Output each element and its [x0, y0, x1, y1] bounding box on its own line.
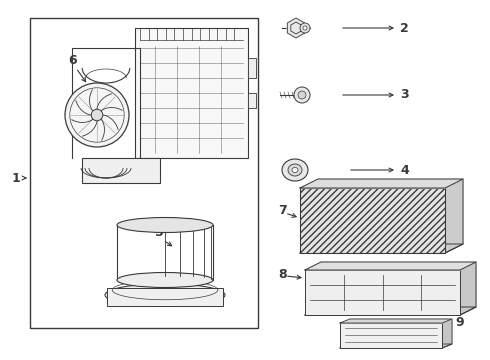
- Circle shape: [298, 91, 306, 99]
- Circle shape: [294, 87, 310, 103]
- Bar: [30, 18, 258, 328]
- Text: 9: 9: [455, 316, 464, 329]
- Polygon shape: [287, 18, 305, 38]
- Text: 7: 7: [278, 203, 287, 216]
- Bar: [135, 28, 248, 158]
- Circle shape: [303, 26, 307, 30]
- Bar: [107, 288, 222, 306]
- Polygon shape: [305, 307, 476, 315]
- Text: 4: 4: [400, 163, 409, 176]
- Text: 6: 6: [68, 54, 76, 67]
- Bar: [248, 93, 256, 108]
- Polygon shape: [340, 319, 452, 323]
- Bar: [305, 270, 460, 315]
- Polygon shape: [460, 262, 476, 315]
- Circle shape: [300, 23, 310, 33]
- Polygon shape: [300, 179, 463, 188]
- Text: 8: 8: [278, 269, 287, 282]
- Text: 2: 2: [400, 22, 409, 35]
- Bar: [248, 58, 256, 78]
- Bar: [300, 188, 445, 253]
- Polygon shape: [82, 158, 160, 183]
- Polygon shape: [305, 262, 476, 270]
- Polygon shape: [445, 179, 463, 253]
- Ellipse shape: [117, 273, 213, 288]
- Bar: [340, 323, 442, 348]
- Ellipse shape: [282, 159, 308, 181]
- Ellipse shape: [117, 217, 213, 233]
- Polygon shape: [442, 319, 452, 348]
- Circle shape: [91, 109, 103, 121]
- Polygon shape: [300, 244, 463, 253]
- Circle shape: [65, 83, 129, 147]
- Polygon shape: [291, 22, 301, 34]
- Ellipse shape: [105, 284, 225, 306]
- Polygon shape: [340, 344, 452, 348]
- Text: 3: 3: [400, 89, 409, 102]
- Ellipse shape: [292, 167, 298, 172]
- Text: 1: 1: [12, 171, 21, 184]
- Ellipse shape: [288, 164, 302, 176]
- Text: 5: 5: [155, 226, 164, 239]
